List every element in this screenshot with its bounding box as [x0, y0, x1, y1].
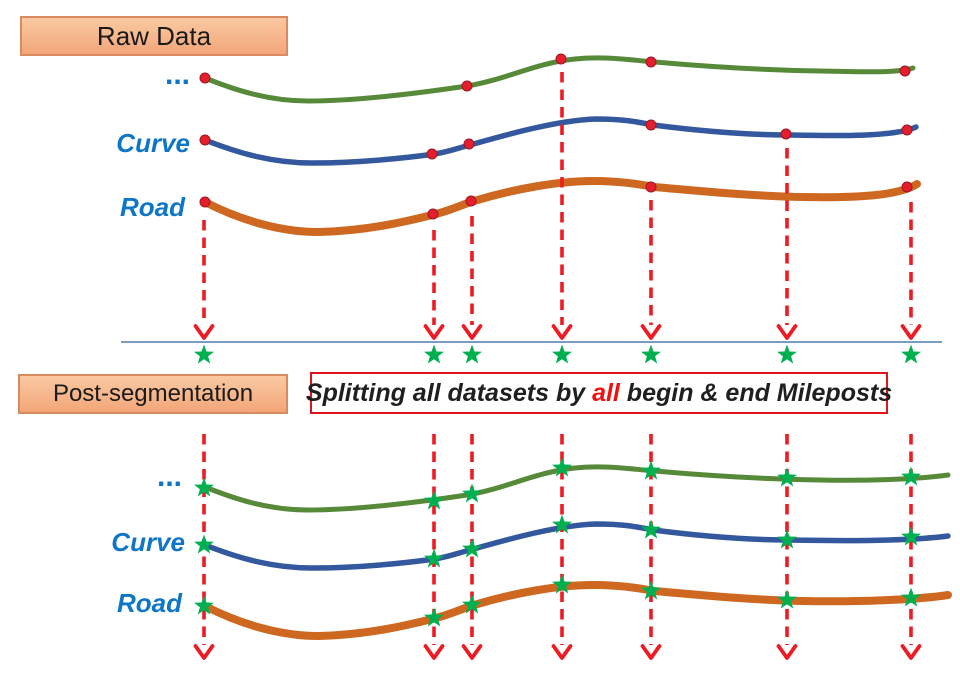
- post-segmentation-label-box: Post-segmentation: [18, 374, 288, 414]
- series-label-post-road: Road: [117, 588, 182, 618]
- milepost-dot-curve: [463, 138, 475, 150]
- curve-bottom-road: [201, 580, 952, 641]
- split-star-icon: [777, 467, 797, 487]
- milepost-dot-curve: [780, 128, 792, 140]
- series-label-raw-curve: Curve: [116, 128, 190, 158]
- split-star-icon: [777, 529, 797, 549]
- split-star-icon: [424, 607, 444, 627]
- baseline-star-icon: [641, 344, 661, 364]
- baseline-star-icon: [424, 344, 444, 364]
- arrowhead-down-icon: [900, 324, 922, 340]
- baseline-star-icon: [552, 344, 572, 364]
- milepost-dot-other: [461, 80, 473, 92]
- caption-text-post: begin & end Mileposts: [619, 378, 893, 407]
- split-star-icon: [641, 580, 661, 600]
- split-star-icon: [424, 548, 444, 568]
- curve-top-other: [202, 55, 916, 104]
- baseline-star-icon: [194, 344, 214, 364]
- split-star-icon: [194, 595, 214, 615]
- milepost-dot-curve: [645, 119, 657, 131]
- split-star-icon: [777, 589, 797, 609]
- arrowhead-down-icon: [640, 644, 662, 660]
- caption-text-highlight: all: [592, 378, 620, 407]
- milepost-dot-other: [645, 56, 657, 68]
- post-segmentation-title: Post-segmentation: [52, 380, 254, 407]
- split-star-icon: [462, 483, 482, 503]
- milepost-dot-road: [427, 208, 439, 220]
- arrowhead-down-icon: [461, 324, 483, 340]
- split-star-icon: [552, 514, 572, 534]
- series-label-raw-road: Road: [120, 192, 185, 222]
- milepost-dot-curve: [901, 124, 913, 136]
- milepost-dot-other: [899, 65, 911, 77]
- curve-top-road: [201, 176, 921, 237]
- arrowhead-down-icon: [776, 644, 798, 660]
- split-star-icon: [194, 534, 214, 554]
- split-star-icon: [901, 526, 921, 546]
- arrowhead-down-icon: [551, 324, 573, 340]
- caption-box: Splitting all datasets by all begin & en…: [306, 372, 892, 414]
- series-label-post-other: ...: [156, 460, 182, 493]
- split-star-icon: [462, 538, 482, 558]
- milepost-dot-curve: [426, 148, 438, 160]
- split-star-icon: [462, 594, 482, 614]
- arrowhead-down-icon: [423, 644, 445, 660]
- series-label-post-curve: Curve: [111, 527, 185, 557]
- arrowhead-down-icon: [640, 324, 662, 340]
- milepost-dot-road: [645, 181, 657, 193]
- series-label-raw-other: ...: [164, 58, 190, 91]
- arrowhead-down-icon: [193, 644, 215, 660]
- split-star-icon: [194, 477, 214, 497]
- arrowhead-down-icon: [423, 324, 445, 340]
- raw-data-title: Raw Data: [96, 20, 212, 51]
- split-star-icon: [641, 460, 661, 480]
- baseline-star-icon: [901, 344, 921, 364]
- milepost-dot-curve: [199, 134, 211, 146]
- milepost-dot-other: [199, 72, 211, 84]
- milepost-dot-other: [555, 53, 567, 65]
- split-star-icon: [552, 574, 572, 594]
- arrowhead-down-icon: [551, 644, 573, 660]
- arrowhead-down-icon: [900, 644, 922, 660]
- baseline-star-icon: [462, 344, 482, 364]
- split-star-icon: [424, 490, 444, 510]
- milepost-dot-road: [901, 181, 913, 193]
- curve-bottom-curve: [202, 521, 951, 571]
- milepost-dot-road: [199, 196, 211, 208]
- curve-bottom-other: [202, 464, 951, 513]
- split-star-icon: [641, 519, 661, 539]
- split-star-icon: [552, 457, 572, 477]
- arrowhead-down-icon: [776, 324, 798, 340]
- split-star-icon: [901, 587, 921, 607]
- split-star-icon: [901, 466, 921, 486]
- raw-data-label-box: Raw Data: [20, 16, 288, 56]
- arrowhead-down-icon: [193, 324, 215, 340]
- arrowhead-down-icon: [461, 644, 483, 660]
- milepost-dot-road: [465, 195, 477, 207]
- caption-text-pre: Splitting all datasets by: [305, 378, 593, 407]
- baseline-star-icon: [777, 344, 797, 364]
